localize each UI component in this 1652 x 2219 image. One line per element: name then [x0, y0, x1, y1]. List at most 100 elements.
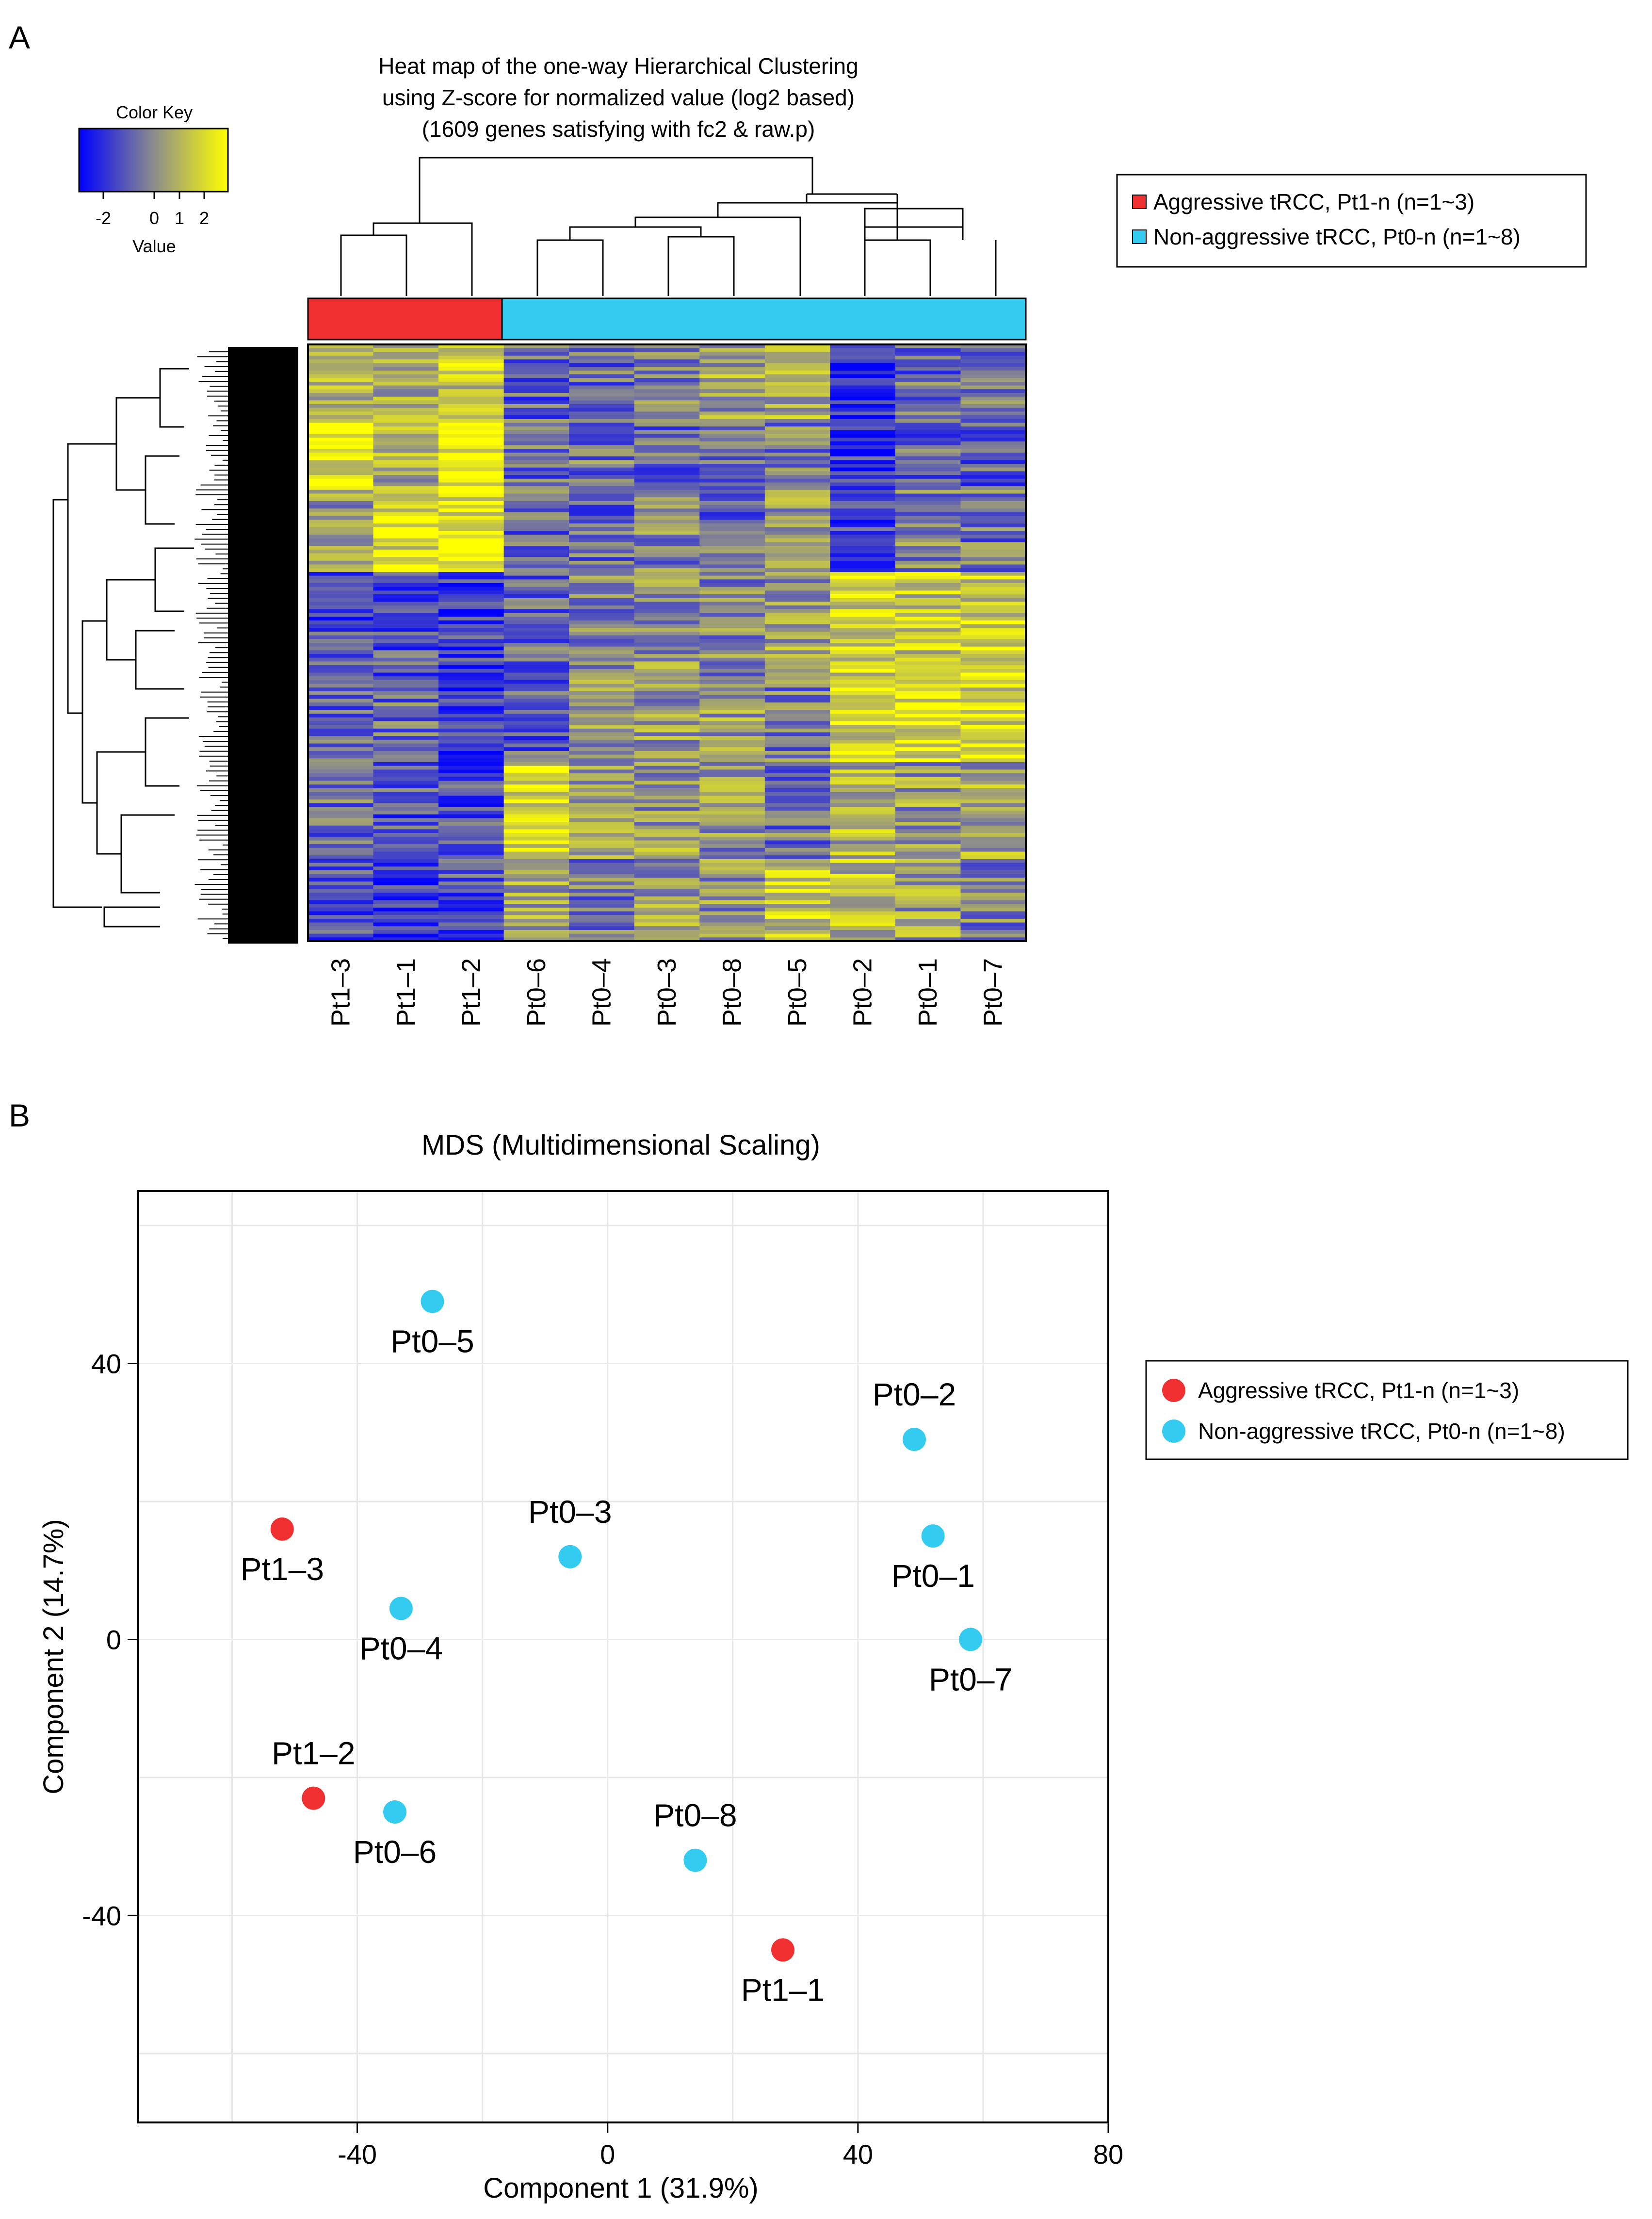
heatmap-cell: [438, 848, 504, 852]
mds-point: [903, 1428, 926, 1451]
heatmap-cell: [373, 702, 439, 707]
heatmap-cell: [830, 478, 896, 483]
heatmap-cell: [569, 684, 635, 688]
heatmap-cell: [569, 635, 635, 639]
heatmap-cell: [373, 374, 439, 378]
heatmap-cell: [634, 475, 700, 479]
heatmap-cell: [960, 624, 1026, 628]
heatmap-cell: [373, 482, 439, 487]
heatmap-cell: [699, 911, 765, 915]
heatmap-cell: [830, 781, 896, 785]
heatmap-cell: [634, 684, 700, 688]
heatmap-cell: [699, 721, 765, 725]
heatmap-cell: [830, 684, 896, 688]
heatmap-cell: [373, 676, 439, 681]
heatmap-cell: [764, 784, 830, 789]
heatmap-cell: [308, 527, 374, 531]
heatmap-cell: [373, 758, 439, 763]
heatmap-cell: [373, 743, 439, 748]
heatmap-cell: [699, 542, 765, 546]
heatmap-cell: [308, 680, 374, 685]
heatmap-cell: [569, 687, 635, 692]
heatmap-cell: [373, 587, 439, 591]
heatmap-title-line-2: using Z-score for normalized value (log2…: [382, 85, 855, 110]
mds-plot-area: [138, 1191, 1108, 2122]
heatmap-cell: [438, 937, 504, 941]
heatmap-cell: [634, 874, 700, 878]
heatmap-cell: [634, 870, 700, 875]
heatmap-cell: [438, 676, 504, 681]
heatmap-cell: [634, 620, 700, 625]
heatmap-cell: [699, 773, 765, 778]
heatmap-cell: [308, 363, 374, 367]
heatmap-cell: [373, 855, 439, 860]
heatmap-cell: [308, 396, 374, 401]
heatmap-cell: [373, 527, 439, 531]
heatmap-cell: [634, 878, 700, 882]
heatmap-cell: [960, 762, 1026, 767]
heatmap-cell: [960, 646, 1026, 651]
heatmap-cell: [634, 818, 700, 822]
heatmap-cell: [830, 493, 896, 498]
heatmap-cell: [373, 799, 439, 804]
heatmap-cell: [438, 933, 504, 938]
heatmap-cell: [895, 699, 961, 703]
heatmap-cell: [830, 460, 896, 464]
heatmap-cell: [699, 818, 765, 822]
heatmap-cell: [764, 829, 830, 833]
heatmap-cell: [895, 370, 961, 375]
heatmap-cell: [764, 691, 830, 696]
heatmap-cell: [634, 356, 700, 360]
heatmap-cell: [503, 706, 569, 710]
heatmap-cell: [308, 844, 374, 848]
heatmap-cell: [895, 889, 961, 893]
legend-label-non-aggressive: Non-aggressive tRCC, Pt0-n (n=1~8): [1198, 1419, 1565, 1444]
heatmap-cell: [960, 732, 1026, 736]
heatmap-cell: [503, 825, 569, 830]
heatmap-cell: [830, 370, 896, 375]
heatmap-cell: [960, 896, 1026, 901]
heatmap-cell: [503, 486, 569, 490]
heatmap-cell: [895, 624, 961, 628]
heatmap-cell: [438, 661, 504, 666]
heatmap-cell: [438, 907, 504, 912]
heatmap-cell: [895, 419, 961, 424]
heatmap-cell: [634, 893, 700, 897]
heatmap-cell: [764, 631, 830, 636]
heatmap-cell: [634, 926, 700, 930]
heatmap-cell: [569, 497, 635, 502]
heatmap-cell: [503, 489, 569, 494]
heatmap-cell: [634, 441, 700, 446]
heatmap-cell: [308, 549, 374, 554]
heatmap-cell: [699, 523, 765, 528]
heatmap-cell: [699, 878, 765, 882]
heatmap-cell: [699, 430, 765, 435]
heatmap-cell: [634, 866, 700, 871]
heatmap-cell: [960, 796, 1026, 800]
heatmap-cell: [634, 639, 700, 643]
heatmap-cell: [308, 449, 374, 453]
heatmap-cell: [764, 408, 830, 412]
heatmap-cell: [699, 665, 765, 669]
heatmap-cell: [699, 699, 765, 703]
heatmap-cell: [764, 587, 830, 591]
heatmap-cell: [634, 598, 700, 603]
heatmap-cell: [373, 501, 439, 506]
heatmap-cell: [830, 739, 896, 744]
heatmap-cell: [764, 478, 830, 483]
heatmap-cell: [634, 523, 700, 528]
heatmap-cell: [895, 650, 961, 654]
heatmap-cell: [569, 661, 635, 666]
heatmap-cell: [503, 557, 569, 561]
heatmap-cell: [830, 874, 896, 878]
heatmap-cell: [634, 359, 700, 364]
heatmap-cell: [960, 478, 1026, 483]
legend-panel-b: Aggressive tRCC, Pt1-n (n=1~3) Non-aggre…: [1145, 1360, 1629, 1460]
heatmap-cell: [764, 702, 830, 707]
heatmap-cell: [634, 784, 700, 789]
heatmap-cell: [764, 818, 830, 822]
heatmap-cell: [569, 803, 635, 807]
heatmap-cell: [438, 762, 504, 767]
heatmap-cell: [373, 836, 439, 841]
heatmap-cell: [373, 672, 439, 677]
